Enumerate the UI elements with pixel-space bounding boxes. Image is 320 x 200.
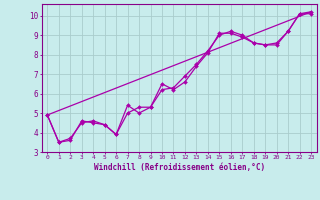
X-axis label: Windchill (Refroidissement éolien,°C): Windchill (Refroidissement éolien,°C) [94,163,265,172]
